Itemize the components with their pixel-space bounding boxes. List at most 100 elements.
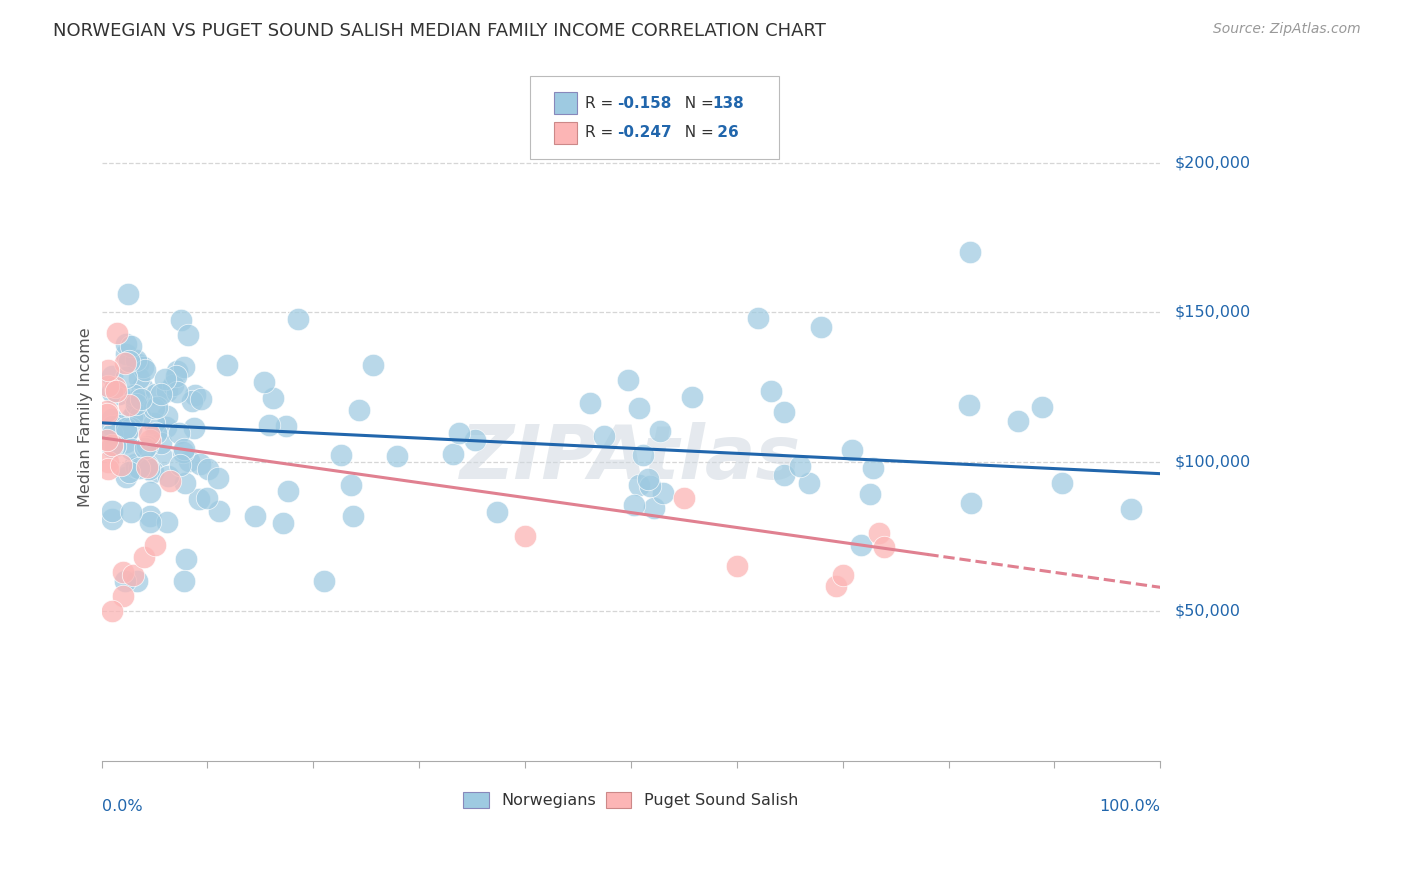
Y-axis label: Median Family Income: Median Family Income — [79, 327, 93, 507]
Text: 26: 26 — [713, 125, 740, 140]
Point — [957, 398, 980, 412]
Text: N =: N = — [675, 125, 718, 140]
Point — [197, 462, 219, 476]
Point — [128, 370, 150, 384]
Point — [115, 347, 138, 361]
Point — [138, 515, 160, 529]
Point — [132, 550, 155, 565]
Text: $50,000: $50,000 — [1174, 604, 1240, 619]
Text: $150,000: $150,000 — [1174, 305, 1250, 319]
Text: $200,000: $200,000 — [1174, 155, 1250, 170]
Point — [125, 574, 148, 589]
Point — [262, 392, 284, 406]
Point — [173, 360, 195, 375]
Point — [145, 400, 167, 414]
Text: Source: ZipAtlas.com: Source: ZipAtlas.com — [1213, 22, 1361, 37]
Point — [101, 419, 124, 434]
Point — [682, 390, 704, 404]
Point — [139, 508, 162, 523]
Point — [101, 512, 124, 526]
Point — [108, 387, 131, 401]
Point — [118, 398, 141, 412]
Text: NORWEGIAN VS PUGET SOUND SALISH MEDIAN FAMILY INCOME CORRELATION CHART: NORWEGIAN VS PUGET SOUND SALISH MEDIAN F… — [53, 22, 827, 40]
Point — [114, 435, 136, 450]
Point — [849, 538, 872, 552]
Point — [96, 404, 118, 418]
Point — [120, 339, 142, 353]
Point — [287, 311, 309, 326]
Text: 100.0%: 100.0% — [1099, 798, 1160, 814]
Point — [868, 526, 890, 541]
Point — [101, 426, 124, 441]
Point — [118, 353, 141, 368]
Point — [797, 475, 820, 490]
Point — [862, 461, 884, 475]
Point — [207, 471, 229, 485]
Point — [810, 320, 832, 334]
Point — [121, 409, 143, 424]
Point — [330, 448, 353, 462]
Point — [101, 384, 124, 399]
Text: R =: R = — [585, 96, 619, 112]
Point — [173, 574, 195, 589]
Point — [142, 401, 165, 415]
Point — [173, 445, 195, 459]
Text: $100,000: $100,000 — [1174, 454, 1250, 469]
Point — [114, 337, 136, 351]
Text: -0.158: -0.158 — [617, 96, 672, 112]
Point — [114, 470, 136, 484]
Point — [243, 508, 266, 523]
Point — [122, 388, 145, 402]
Point — [145, 387, 167, 401]
Point — [165, 368, 187, 383]
Point — [136, 458, 159, 472]
Point — [96, 433, 118, 447]
Point — [617, 373, 640, 387]
Point — [631, 448, 654, 462]
Point — [111, 566, 134, 580]
Point — [464, 434, 486, 448]
Bar — [554, 122, 576, 144]
Text: 0.0%: 0.0% — [101, 798, 142, 814]
Point — [97, 379, 120, 393]
Point — [153, 372, 176, 386]
Point — [347, 403, 370, 417]
Point — [138, 462, 160, 476]
Point — [142, 466, 165, 480]
Point — [120, 442, 142, 457]
Point — [441, 447, 464, 461]
Point — [114, 420, 136, 434]
Point — [277, 484, 299, 499]
Text: ZIPAtlas: ZIPAtlas — [460, 422, 801, 495]
Point — [1007, 414, 1029, 428]
Point — [145, 426, 167, 441]
Text: R =: R = — [585, 125, 619, 140]
Point — [124, 403, 146, 417]
Point — [166, 385, 188, 400]
Point — [188, 491, 211, 506]
Point — [342, 508, 364, 523]
Point — [135, 439, 157, 453]
Point — [128, 460, 150, 475]
Point — [117, 286, 139, 301]
Point — [101, 604, 124, 618]
Point — [135, 459, 157, 474]
Point — [190, 392, 212, 406]
Point — [761, 384, 783, 398]
Point — [142, 416, 165, 430]
Point — [138, 426, 160, 441]
Point — [114, 574, 136, 589]
Point — [134, 363, 156, 377]
Point — [773, 467, 796, 482]
Point — [104, 439, 127, 453]
Point — [155, 420, 177, 434]
Point — [217, 358, 239, 372]
Point — [139, 434, 162, 448]
Point — [174, 476, 197, 491]
Point — [162, 378, 184, 392]
Point — [134, 441, 156, 455]
Point — [253, 375, 276, 389]
Point — [96, 408, 118, 422]
Point — [485, 505, 508, 519]
Point — [747, 311, 769, 326]
